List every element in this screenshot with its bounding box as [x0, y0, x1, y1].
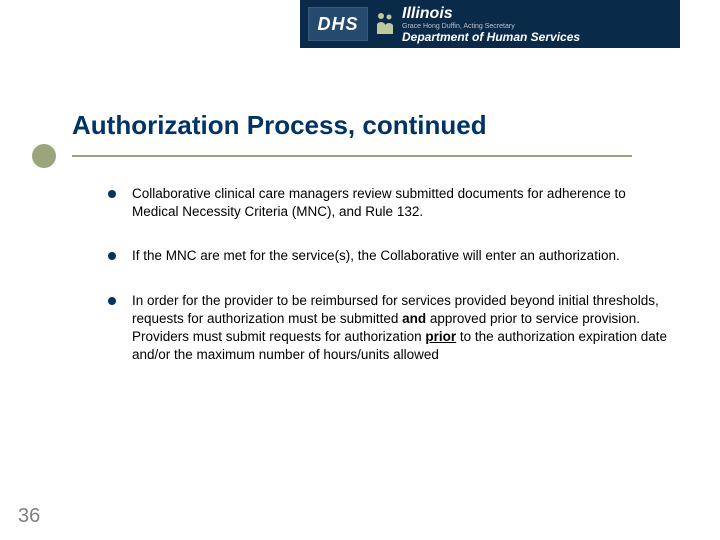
content-area: Collaborative clinical care managers rev… [108, 185, 670, 391]
dhs-logo: DHS Illinois Grace Hong Duffin, Acting S… [308, 6, 580, 43]
people-icon [374, 10, 396, 38]
bullet-text: If the MNC are met for the service(s), t… [132, 248, 620, 263]
secretary-name: Grace Hong Duffin, Acting Secretary [402, 23, 580, 30]
department-name: Department of Human Services [402, 31, 580, 43]
title-underline [72, 155, 632, 157]
bullet-item: Collaborative clinical care managers rev… [108, 185, 670, 221]
bullet-item: In order for the provider to be reimburs… [108, 292, 670, 365]
bullet-text: Collaborative clinical care managers rev… [132, 186, 626, 219]
slide-title: Authorization Process, continued [72, 110, 680, 141]
page-number: 36 [18, 505, 40, 528]
title-dot [32, 144, 56, 168]
bullet-bold: and [402, 311, 426, 326]
bullet-list: Collaborative clinical care managers rev… [108, 185, 670, 365]
logo-text: DHS [317, 14, 358, 35]
title-block: Authorization Process, continued [72, 110, 680, 157]
bullet-bold-underline: prior [425, 329, 456, 344]
state-name: Illinois [402, 6, 580, 22]
header-banner: DHS Illinois Grace Hong Duffin, Acting S… [300, 0, 680, 48]
state-text-block: Illinois Grace Hong Duffin, Acting Secre… [402, 6, 580, 43]
bullet-item: If the MNC are met for the service(s), t… [108, 247, 670, 265]
logo-box: DHS [308, 7, 368, 41]
